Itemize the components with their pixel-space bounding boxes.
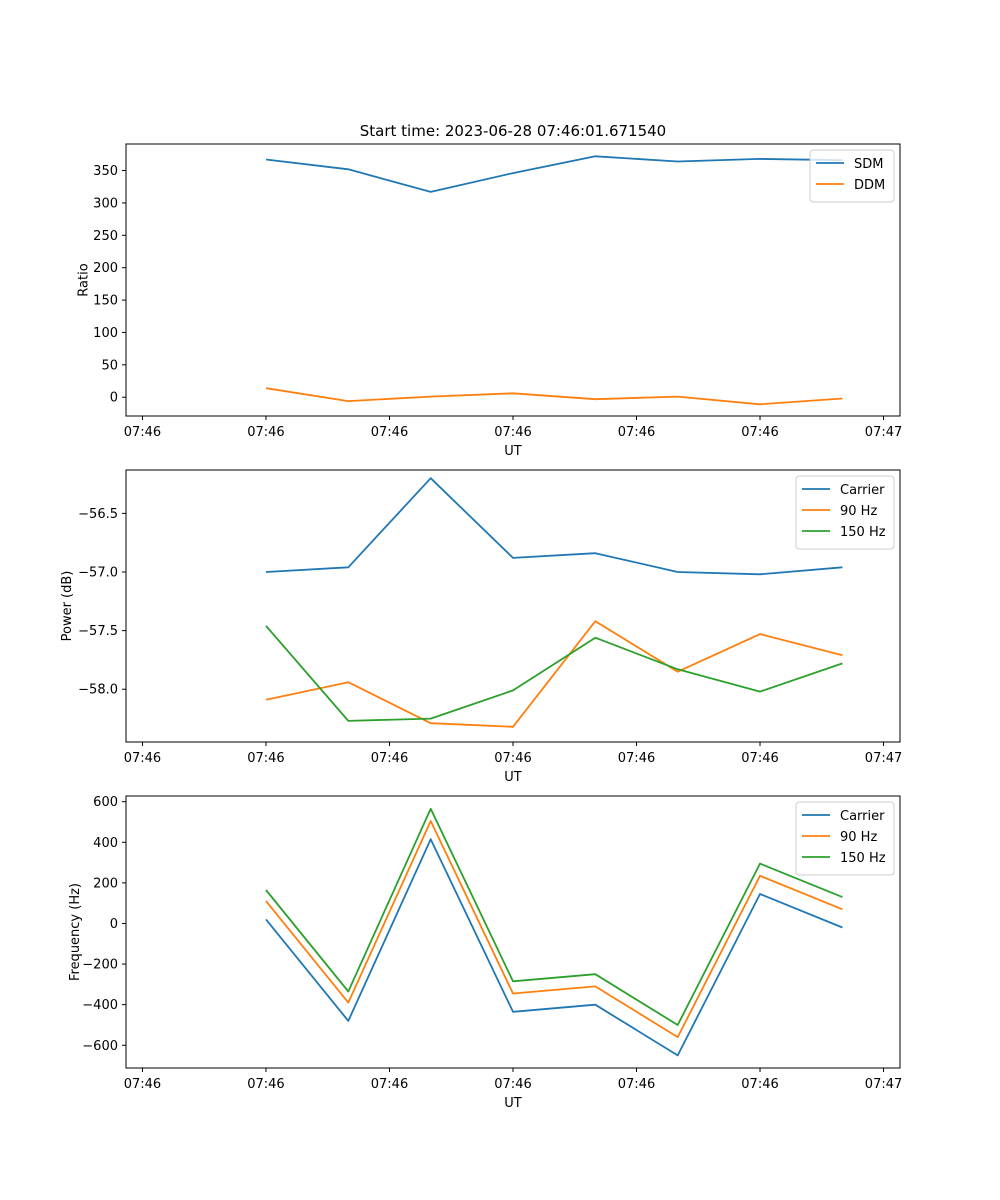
legend: Carrier 90 Hz 150 Hz: [795, 475, 895, 550]
series-line-sdm: [265, 155, 843, 193]
y-tick-label: −57.5: [78, 624, 118, 639]
x-tick-label: 07:46: [494, 425, 531, 440]
x-tick-label: 07:46: [371, 425, 408, 440]
chart-panel-2: 07:46 07:46 07:46 07:46 07:46 07:46 07:47 −58.0…: [60, 469, 902, 785]
legend: Carrier 90 Hz 150 Hz: [795, 801, 895, 876]
y-tick-label: 50: [101, 358, 118, 373]
series-line-ddm: [265, 387, 843, 406]
x-tick-label: 07:46: [247, 425, 284, 440]
x-tick-label: 07:47: [865, 425, 902, 440]
y-tick-label: 100: [93, 326, 118, 341]
y-tick-label: 200: [93, 876, 118, 891]
y-tick-label: 200: [93, 261, 118, 276]
series-line-90-hz: [265, 620, 843, 728]
y-tick-label: 250: [93, 229, 118, 244]
x-axis-label: UT: [504, 444, 522, 459]
y-axis-label: Frequency (Hz): [68, 883, 83, 981]
x-tick-label: 07:47: [865, 1077, 902, 1092]
chart-title: Start time: 2023-06-28 07:46:01.671540: [360, 122, 666, 140]
x-tick-label: 07:46: [371, 751, 408, 766]
legend-label: 90 Hz: [840, 830, 877, 845]
series-line-150-hz: [265, 807, 843, 1026]
legend-label: 90 Hz: [840, 504, 877, 519]
x-axis-label: UT: [504, 1096, 522, 1111]
y-tick-label: 600: [93, 795, 118, 810]
x-tick-label: 07:46: [494, 1077, 531, 1092]
x-tick-label: 07:46: [741, 751, 778, 766]
panels: 07:46 07:46 07:46 07:46 07:46 07:46 07:47 0 50 10…: [60, 122, 902, 1111]
y-tick-label: −56.5: [78, 507, 118, 522]
x-tick-label: 07:46: [618, 751, 655, 766]
series-line-90-hz: [265, 820, 843, 1038]
x-tick-label: 07:46: [618, 1077, 655, 1092]
legend-label: Carrier: [840, 483, 885, 498]
x-axis-label: UT: [504, 770, 522, 785]
x-tick-label: 07:46: [741, 425, 778, 440]
y-tick-label: 400: [93, 836, 118, 851]
y-axis-label: Ratio: [76, 263, 91, 296]
x-tick-label: 07:46: [618, 425, 655, 440]
series-line-150-hz: [265, 625, 843, 722]
y-tick-label: 150: [93, 294, 118, 309]
y-axis-label: Power (dB): [60, 571, 75, 642]
x-tick-label: 07:47: [865, 751, 902, 766]
x-tick-label: 07:46: [247, 751, 284, 766]
y-tick-label: −200: [82, 958, 118, 973]
x-tick-label: 07:46: [124, 425, 161, 440]
series-line-carrier: [265, 477, 843, 576]
x-tick-label: 07:46: [494, 751, 531, 766]
chart-panel-1: 07:46 07:46 07:46 07:46 07:46 07:46 07:47 0 50 10…: [76, 122, 902, 459]
x-tick-label: 07:46: [371, 1077, 408, 1092]
legend-label: 150 Hz: [840, 851, 886, 866]
x-tick-label: 07:46: [247, 1077, 284, 1092]
series-line-carrier: [265, 838, 843, 1057]
y-tick-label: 300: [93, 196, 118, 211]
y-tick-label: −400: [82, 998, 118, 1013]
y-tick-label: 0: [110, 391, 118, 406]
chart-panel-3: 07:46 07:46 07:46 07:46 07:46 07:46 07:47 −600 −…: [68, 795, 902, 1111]
legend-label: DDM: [854, 178, 885, 193]
y-tick-label: −58.0: [78, 683, 118, 698]
x-tick-label: 07:46: [741, 1077, 778, 1092]
legend-label: 150 Hz: [840, 525, 886, 540]
legend: SDM DDM: [809, 149, 895, 203]
y-tick-label: −600: [82, 1039, 118, 1054]
y-tick-label: 0: [110, 917, 118, 932]
legend-label: SDM: [854, 157, 883, 172]
x-tick-label: 07:46: [124, 751, 161, 766]
x-tick-label: 07:46: [124, 1077, 161, 1092]
y-tick-label: 350: [93, 164, 118, 179]
legend-label: Carrier: [840, 809, 885, 824]
y-tick-label: −57.0: [78, 566, 118, 581]
